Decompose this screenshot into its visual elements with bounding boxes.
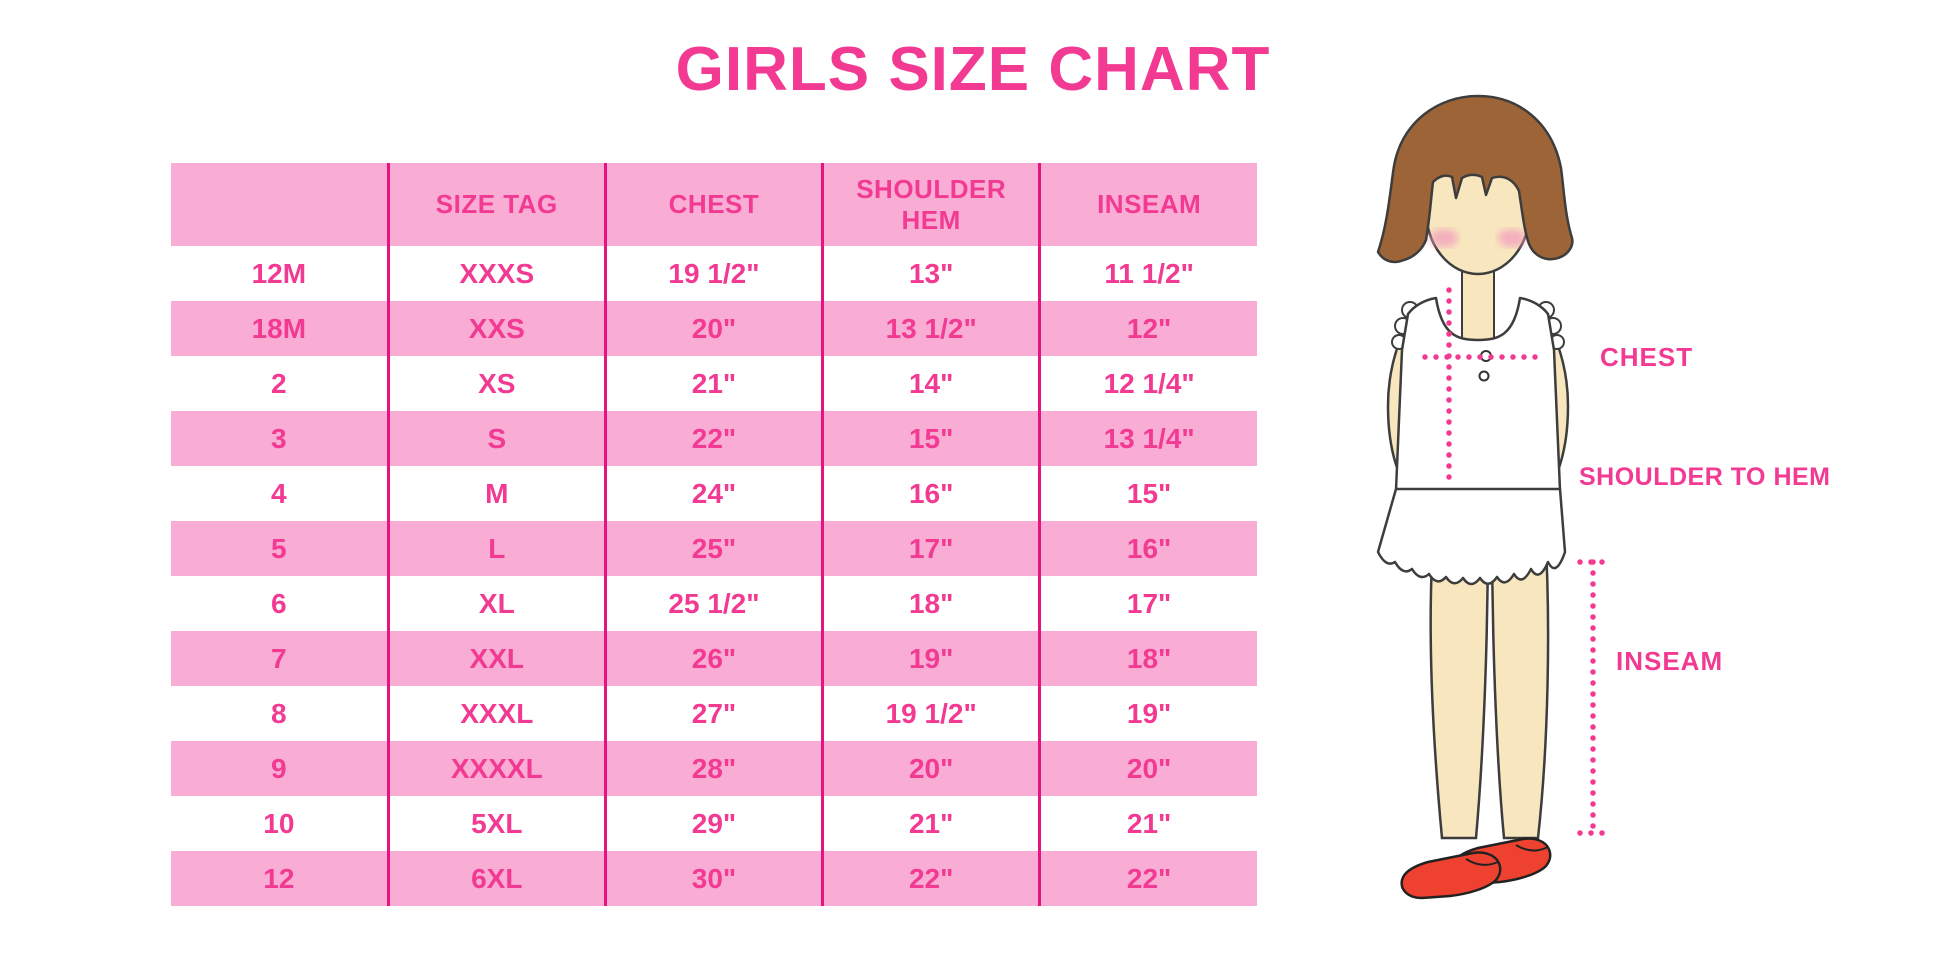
table-cell: 25" <box>605 521 825 576</box>
table-cell: 24" <box>605 466 825 521</box>
table-cell: 14" <box>822 356 1042 411</box>
girl-top-buttons <box>1478 350 1492 382</box>
table-cell: 18" <box>822 576 1042 631</box>
table-row: 8 XXXL 27" 19 1/2" 19" <box>171 686 1257 741</box>
table-cell: 4 <box>171 466 390 521</box>
blush-left <box>1430 229 1458 247</box>
table-row: 4 M 24" 16" 15" <box>171 466 1257 521</box>
table-cell: 19 1/2" <box>605 246 825 301</box>
table-cell: 7 <box>171 631 390 686</box>
column-header: SIZE TAG <box>388 163 607 246</box>
table-cell: XS <box>388 356 607 411</box>
table-row: 7 XXL 26" 19" 18" <box>171 631 1257 686</box>
table-cell: 22" <box>822 851 1042 906</box>
girl-legs <box>1429 526 1550 840</box>
girl-shoes <box>1400 837 1552 900</box>
size-table: SIZE TAG CHEST SHOULDER HEM INSEAM 12M XXXS 1… <box>171 163 1257 906</box>
table-cell: 3 <box>171 411 390 466</box>
table-cell: 19 1/2" <box>822 686 1042 741</box>
table-cell: 6XL <box>388 851 607 906</box>
table-cell: 8 <box>171 686 390 741</box>
table-cell: 26" <box>605 631 825 686</box>
table-cell: 20" <box>1126 752 1172 784</box>
table-cell: 28" <box>605 741 825 796</box>
table-cell: 21" <box>1126 807 1172 839</box>
column-header <box>171 163 390 246</box>
shoulder-to-hem-label: SHOULDER TO HEM <box>1579 463 1831 491</box>
chest-label: CHEST <box>1600 342 1694 372</box>
table-row: 18M XXS 20" 13 1/2" 12" <box>171 301 1257 356</box>
table-cell: 6 <box>171 576 390 631</box>
table-cell: XL <box>388 576 607 631</box>
table-cell: 9 <box>171 741 390 796</box>
column-header: INSEAM <box>1039 163 1257 246</box>
table-cell: 5 <box>171 521 390 576</box>
table-cell: 16" <box>822 466 1042 521</box>
column-header: SHOULDER HEM <box>822 163 1042 246</box>
table-cell: 17" <box>1126 587 1172 619</box>
table-row: 3 S 22" 15" 13 1/4" <box>171 411 1257 466</box>
girl-figure-svg <box>1376 94 1609 900</box>
table-cell: 21" <box>822 796 1042 851</box>
table-cell: XXS <box>388 301 607 356</box>
size-table-header-row: SIZE TAG CHEST SHOULDER HEM INSEAM <box>171 163 1257 246</box>
table-cell: 12M <box>171 246 390 301</box>
table-cell: 11 1/2" <box>1104 257 1194 289</box>
table-cell: 30" <box>605 851 825 906</box>
table-cell: 12 <box>171 851 390 906</box>
size-table-body: 12M XXXS 19 1/2" 13" 11 1/2" 18M XXS 20" 13 1/2"… <box>171 246 1257 906</box>
girl-skirt <box>1376 487 1567 586</box>
table-cell: XXL <box>388 631 607 686</box>
table-cell: 10 <box>171 796 390 851</box>
table-cell: XXXXL <box>388 741 607 796</box>
table-row: 10 5XL 29" 21" 21" <box>171 796 1257 851</box>
size-table-header: SIZE TAG CHEST SHOULDER HEM INSEAM <box>171 163 1257 246</box>
inseam-label: INSEAM <box>1616 646 1724 676</box>
table-cell: 29" <box>605 796 825 851</box>
table-cell: XXXL <box>388 686 607 741</box>
blush-right <box>1498 229 1526 247</box>
table-row: 5 L 25" 17" 16" <box>171 521 1257 576</box>
table-cell: 19" <box>1126 697 1172 729</box>
column-header: CHEST <box>605 163 825 246</box>
table-cell: 18" <box>1126 642 1172 674</box>
table-cell: 20" <box>605 301 825 356</box>
girl-top <box>1394 296 1562 492</box>
table-cell: 22" <box>1126 862 1172 894</box>
table-cell: 12 1/4" <box>1103 367 1195 399</box>
table-cell: 25 1/2" <box>605 576 825 631</box>
page-title: GIRLS SIZE CHART <box>675 35 1271 104</box>
table-row: 9 XXXXL 28" 20" 20" <box>171 741 1257 796</box>
table-cell: S <box>388 411 607 466</box>
table-cell: 20" <box>822 741 1042 796</box>
table-cell: M <box>388 466 607 521</box>
table-cell: 13 1/2" <box>822 301 1042 356</box>
table-cell: 22" <box>605 411 825 466</box>
table-row: 6 XL 25 1/2" 18" 17" <box>171 576 1257 631</box>
shoe-left <box>1400 851 1502 900</box>
table-cell: 19" <box>822 631 1042 686</box>
table-cell: 15" <box>822 411 1042 466</box>
table-cell: 15" <box>1126 477 1172 509</box>
table-cell: 27" <box>605 686 825 741</box>
table-row: 2 XS 21" 14" 12 1/4" <box>171 356 1257 411</box>
table-cell: 17" <box>822 521 1042 576</box>
table-cell: L <box>388 521 607 576</box>
table-cell: 2 <box>171 356 390 411</box>
table-row: 12 6XL 30" 22" 22" <box>171 851 1257 906</box>
table-row: 12M XXXS 19 1/2" 13" 11 1/2" <box>171 246 1257 301</box>
table-cell: 21" <box>605 356 825 411</box>
table-cell: 13 1/4" <box>1103 422 1195 454</box>
table-cell: 13" <box>822 246 1042 301</box>
table-cell: 12" <box>1126 312 1172 344</box>
girl-illustration <box>1338 88 1618 908</box>
table-cell: 18M <box>171 301 390 356</box>
table-cell: 16" <box>1126 532 1172 564</box>
girl-hair <box>1376 94 1574 264</box>
table-cell: XXXS <box>388 246 607 301</box>
table-cell: 5XL <box>388 796 607 851</box>
